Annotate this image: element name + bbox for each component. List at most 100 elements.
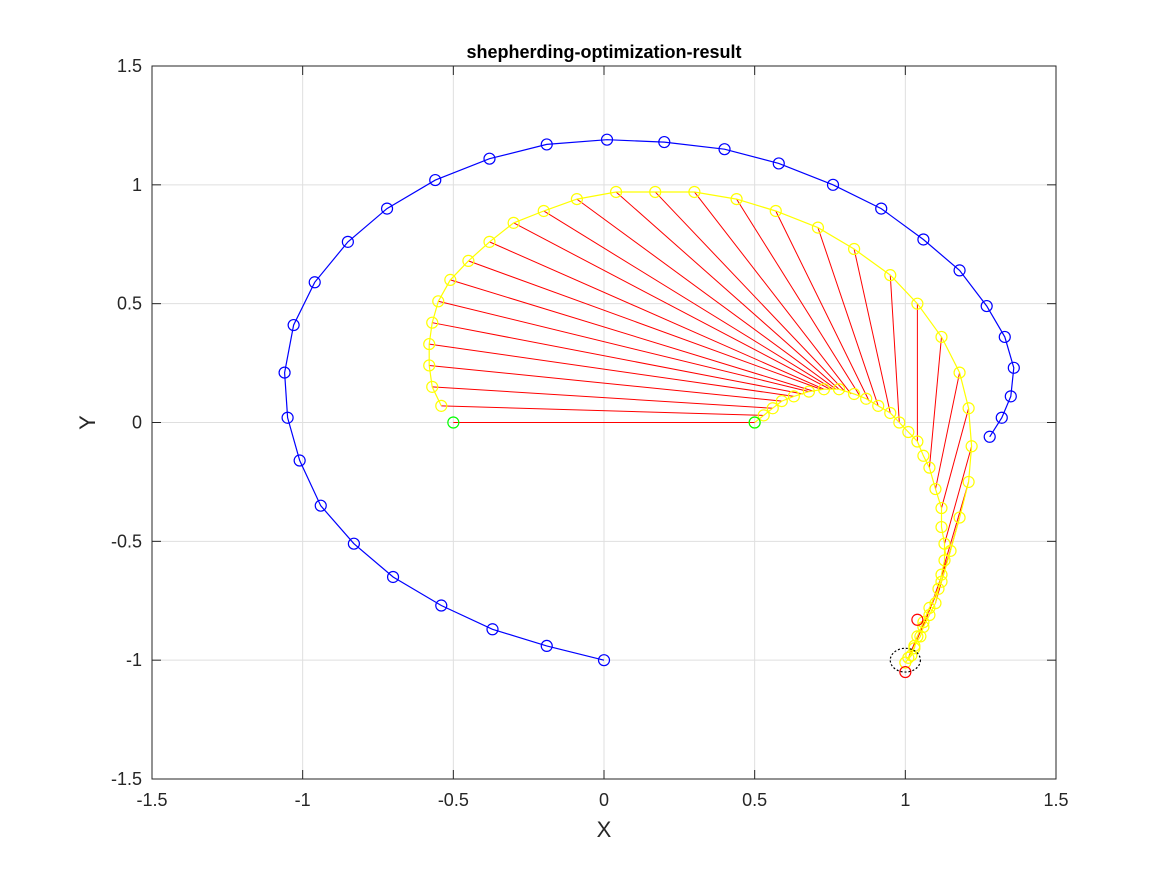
- series-marker: [911, 613, 924, 626]
- x-tick-label: 1: [900, 790, 910, 810]
- series-marker: [787, 390, 800, 403]
- connection-line: [654, 191, 846, 392]
- x-tick-label: -0.5: [438, 790, 469, 810]
- plot-area: [278, 133, 1020, 679]
- series-marker: [386, 570, 400, 584]
- series-marker: [899, 656, 912, 669]
- series-marker: [938, 554, 951, 567]
- series-marker: [287, 318, 300, 332]
- black-ellipse: [889, 647, 921, 673]
- series-marker: [380, 202, 394, 215]
- series-marker: [802, 385, 816, 398]
- connection-line: [489, 241, 825, 390]
- series-marker: [540, 639, 553, 653]
- series-marker: [811, 221, 825, 234]
- series-marker: [965, 440, 978, 453]
- connection-line: [817, 227, 879, 407]
- connection-line: [543, 210, 834, 390]
- series-marker: [537, 204, 550, 218]
- series-marker: [658, 135, 671, 149]
- series-marker: [772, 157, 785, 170]
- y-axis-label: Y: [75, 415, 100, 430]
- connection-line: [450, 279, 816, 393]
- series-marker: [775, 395, 788, 408]
- series-marker: [848, 242, 861, 256]
- series-marker: [347, 537, 360, 550]
- series-marker: [938, 537, 951, 550]
- series-marker: [953, 264, 966, 277]
- series-marker: [902, 425, 915, 439]
- series-marker: [423, 359, 436, 372]
- series-marker: [766, 402, 779, 415]
- series-marker: [278, 366, 291, 379]
- connection-line: [441, 405, 764, 416]
- series-marker: [341, 235, 354, 248]
- connection-line: [853, 248, 891, 414]
- connection-line: [429, 364, 782, 402]
- series-marker: [314, 499, 327, 512]
- series-marker: [444, 273, 457, 286]
- series-marker: [905, 649, 918, 662]
- series-marker: [423, 337, 436, 351]
- series-marker: [597, 654, 611, 667]
- series-line: [754, 388, 946, 663]
- connection-line: [429, 343, 794, 397]
- series-marker: [929, 482, 942, 496]
- x-tick-label: -1.5: [136, 790, 167, 810]
- series-marker: [872, 399, 885, 412]
- y-tick-label: 1: [132, 175, 142, 195]
- connection-line: [432, 322, 803, 395]
- series-marker: [980, 299, 993, 313]
- series-marker: [832, 383, 846, 396]
- series-marker: [462, 254, 475, 267]
- series-marker: [962, 475, 975, 489]
- series-marker: [953, 511, 966, 524]
- series-marker: [570, 192, 583, 206]
- connection-line: [468, 260, 822, 390]
- series-marker: [817, 383, 831, 396]
- connection-line: [941, 408, 970, 509]
- y-tick-label: 0: [132, 413, 142, 433]
- series-marker: [1004, 390, 1017, 403]
- series-marker: [917, 233, 930, 246]
- chart-title: shepherding-optimization-result: [466, 42, 741, 62]
- series-marker: [911, 435, 924, 448]
- series-marker: [899, 665, 912, 679]
- connection-line: [944, 446, 973, 544]
- series-marker: [932, 582, 945, 595]
- y-tick-label: -1: [126, 650, 142, 670]
- x-tick-label: 0.5: [742, 790, 767, 810]
- series-marker: [953, 366, 966, 379]
- connection-line: [928, 336, 942, 468]
- y-tick-label: 1.5: [117, 56, 142, 76]
- series-marker: [1007, 361, 1020, 374]
- series-marker: [486, 623, 499, 636]
- series-marker: [429, 173, 442, 187]
- connection-line: [736, 198, 861, 397]
- connection-line: [934, 372, 961, 490]
- series-marker: [609, 185, 623, 199]
- series-marker: [649, 185, 662, 199]
- series-marker: [540, 138, 553, 151]
- connection-line: [432, 386, 773, 409]
- series-marker: [426, 380, 439, 393]
- connection-line: [513, 222, 831, 390]
- y-tick-label: -0.5: [111, 531, 142, 551]
- series-marker: [308, 276, 321, 289]
- series-marker: [995, 411, 1008, 424]
- connection-line: [615, 191, 840, 390]
- series-marker: [935, 568, 948, 581]
- series-line: [283, 139, 1015, 661]
- series-marker: [483, 152, 496, 165]
- series-marker: [911, 297, 924, 310]
- series-marker: [483, 235, 496, 248]
- series-marker: [923, 461, 936, 474]
- series-marker: [748, 416, 761, 429]
- connection-line: [775, 210, 870, 402]
- series-marker: [769, 204, 782, 218]
- series-marker: [688, 185, 701, 199]
- x-axis-label: X: [597, 817, 612, 842]
- series-marker: [860, 392, 873, 405]
- x-tick-label: -1: [295, 790, 311, 810]
- series-marker: [935, 520, 948, 534]
